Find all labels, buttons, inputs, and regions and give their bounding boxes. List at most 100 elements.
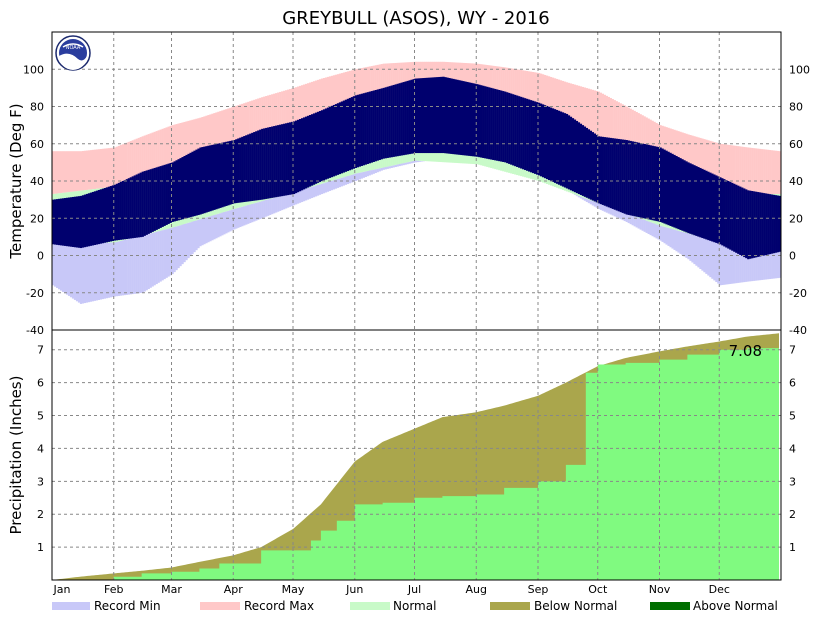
- record-max-bar: [155, 131, 158, 172]
- observed-temp-bar: [773, 194, 776, 254]
- observed-temp-bar: [215, 143, 218, 210]
- record-max-bar: [293, 87, 296, 129]
- observed-temp-bar: [496, 89, 499, 161]
- record-min-bar: [135, 236, 138, 294]
- temp-tick-label-left: 100: [23, 63, 44, 76]
- record-max-bar: [141, 136, 144, 177]
- observed-temp-bar: [135, 174, 138, 238]
- observed-temp-bar: [575, 120, 579, 194]
- observed-temp-bar: [181, 157, 184, 220]
- observed-temp-bar: [61, 198, 65, 246]
- observed-temp-bar: [673, 154, 676, 228]
- observed-temp-bar: [390, 85, 393, 158]
- record-max-bar: [165, 127, 168, 169]
- record-min-bar: [229, 210, 232, 232]
- record-min-bar: [67, 243, 71, 296]
- record-min-bar: [231, 209, 234, 231]
- record-max-bar: [534, 72, 537, 115]
- record-max-bar: [217, 111, 220, 153]
- observed-temp-bar: [257, 130, 260, 201]
- record-max-bar: [249, 101, 252, 143]
- record-min-bar: [360, 172, 363, 179]
- record-min-bar: [209, 216, 212, 242]
- record-max-bar: [645, 117, 648, 167]
- record-max-bar: [420, 61, 423, 94]
- record-max-bar: [731, 145, 734, 195]
- record-max-bar: [173, 124, 176, 166]
- record-min-bar: [215, 214, 218, 239]
- observed-temp-bar: [476, 84, 479, 157]
- temp-tick-label-left: -20: [26, 287, 44, 300]
- record-max-bar: [559, 80, 563, 127]
- precip-tick-label-right: 5: [789, 410, 796, 423]
- record-max-bar: [701, 138, 704, 188]
- record-max-bar: [304, 83, 308, 126]
- observed-temp-bar: [97, 189, 101, 245]
- record-min-bar: [127, 238, 130, 295]
- record-min-bar: [372, 169, 375, 174]
- observed-temp-bar: [653, 146, 656, 221]
- record-min-bar: [358, 172, 361, 180]
- record-max-bar: [105, 148, 109, 188]
- record-min-bar: [350, 174, 354, 183]
- record-min-bar: [759, 243, 762, 281]
- observed-temp-bar: [430, 77, 433, 154]
- record-max-bar: [402, 62, 405, 97]
- observed-temp-bar: [490, 87, 493, 160]
- observed-temp-bar: [593, 133, 597, 202]
- observed-temp-bar: [755, 191, 758, 258]
- precip-tick-label-left: 2: [37, 508, 44, 521]
- record-max-bar: [296, 86, 300, 128]
- observed-temp-bar: [534, 101, 537, 174]
- observed-temp-bar: [701, 168, 704, 239]
- observed-temp-bar: [498, 90, 501, 162]
- temp-tick-label-right: -40: [789, 324, 807, 337]
- record-max-bar: [498, 66, 501, 103]
- record-max-bar: [705, 139, 708, 190]
- record-min-bar: [241, 206, 244, 227]
- record-max-bar: [709, 140, 712, 191]
- record-max-bar: [394, 62, 397, 100]
- record-max-bar: [462, 62, 465, 95]
- record-max-bar: [57, 151, 61, 194]
- record-min-bar: [55, 244, 59, 288]
- record-max-bar: [464, 63, 467, 95]
- record-min-bar: [621, 212, 624, 221]
- observed-temp-bar: [713, 174, 716, 243]
- record-max-bar: [703, 139, 706, 189]
- record-min-bar: [253, 203, 256, 222]
- record-min-bar: [637, 217, 640, 229]
- record-min-bar: [189, 222, 192, 257]
- precip-total-annotation: 7.08: [729, 342, 762, 360]
- record-max-bar: [569, 83, 573, 131]
- observed-temp-bar: [448, 78, 451, 154]
- observed-temp-bar: [386, 86, 389, 158]
- record-max-bar: [551, 77, 555, 123]
- record-min-bar: [663, 226, 666, 244]
- observed-temp-bar: [524, 98, 527, 171]
- record-max-bar: [496, 66, 499, 102]
- record-max-bar: [241, 103, 244, 145]
- record-max-bar: [595, 91, 599, 143]
- record-max-bar: [711, 141, 714, 192]
- record-max-bar: [759, 148, 762, 195]
- record-min-bar: [318, 184, 322, 195]
- observed-temp-bar: [336, 103, 340, 175]
- record-max-bar: [396, 62, 399, 99]
- month-tick-label: Mar: [161, 583, 182, 596]
- record-max-bar: [725, 144, 728, 195]
- record-max-bar: [378, 64, 381, 104]
- precip-tick-label-right: 7: [789, 344, 796, 357]
- record-min-bar: [362, 171, 365, 178]
- observed-temp-bar: [621, 139, 624, 213]
- observed-temp-bar: [727, 181, 730, 249]
- observed-temp-bar: [579, 123, 583, 195]
- observed-temp-bar: [555, 109, 559, 184]
- record-min-bar: [775, 244, 778, 279]
- record-max-bar: [219, 111, 222, 152]
- precip-tick-label-left: 1: [37, 541, 44, 554]
- observed-temp-bar: [577, 122, 581, 195]
- record-max-bar: [372, 65, 375, 106]
- record-min-bar: [701, 237, 704, 271]
- observed-temp-bar: [629, 140, 632, 216]
